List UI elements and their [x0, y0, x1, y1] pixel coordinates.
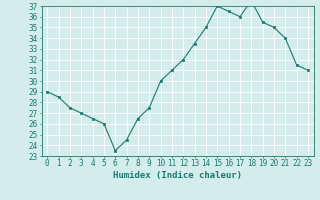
X-axis label: Humidex (Indice chaleur): Humidex (Indice chaleur) — [113, 171, 242, 180]
